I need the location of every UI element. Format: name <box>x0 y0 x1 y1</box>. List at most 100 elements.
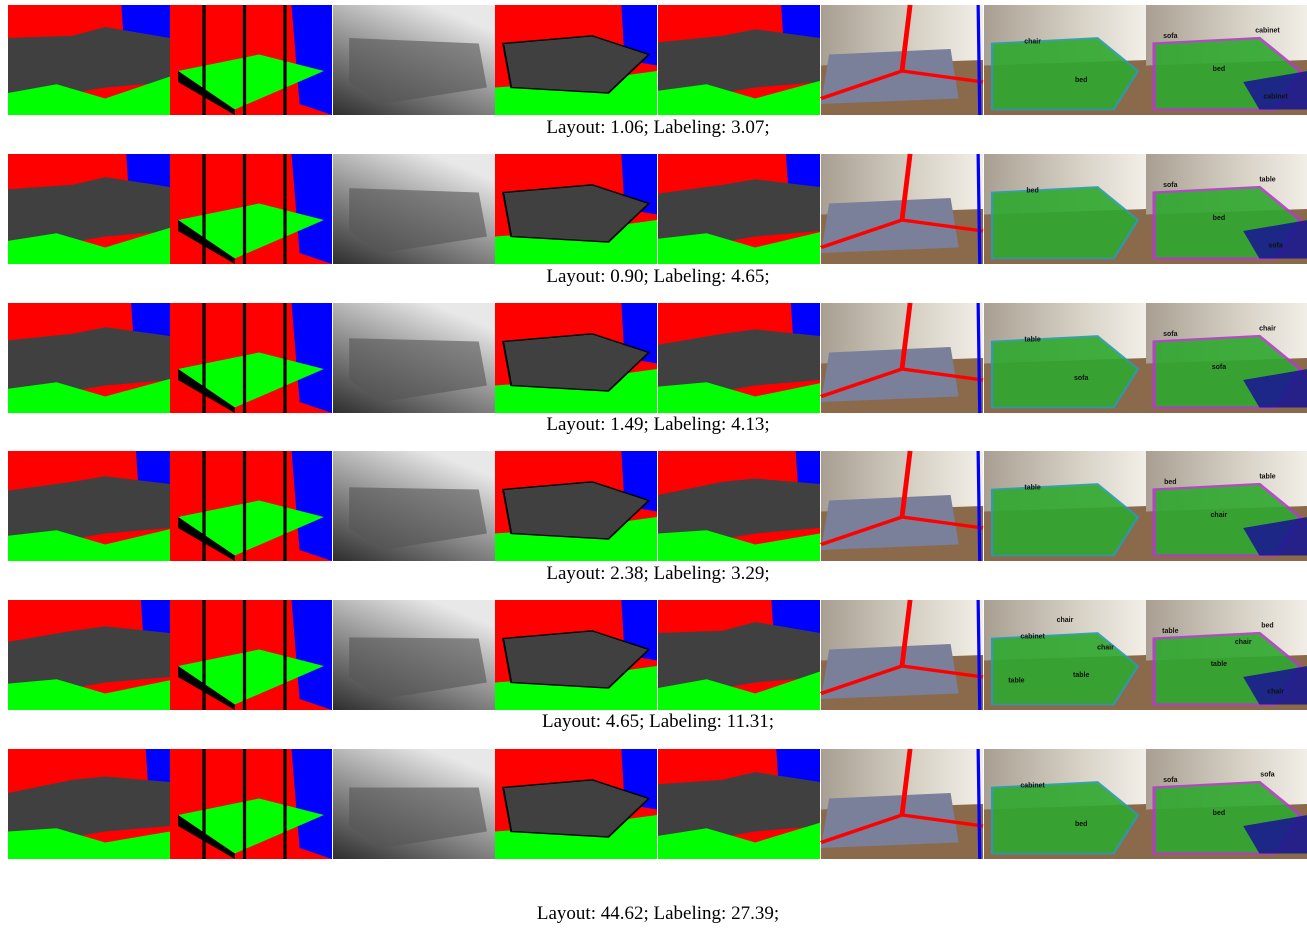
region <box>502 779 651 838</box>
image-panel <box>495 154 657 264</box>
region <box>990 781 1140 855</box>
region <box>283 749 287 859</box>
image-panel <box>170 154 332 264</box>
region <box>178 666 235 710</box>
region <box>291 451 332 561</box>
layout-line <box>976 302 982 414</box>
region <box>291 749 332 859</box>
image-panel <box>8 5 170 115</box>
region <box>502 333 651 392</box>
image-panel <box>819 450 984 562</box>
image-panel <box>1146 154 1307 265</box>
region <box>1243 71 1307 110</box>
label: cabinet <box>1020 783 1045 790</box>
region <box>8 828 170 859</box>
region <box>8 327 170 402</box>
region <box>202 5 206 115</box>
image-panel <box>495 5 657 115</box>
region <box>178 649 324 705</box>
region <box>1243 369 1307 408</box>
caption: Layout: 1.49; Labeling: 4.13; <box>546 414 769 435</box>
image-panel <box>8 749 170 859</box>
region <box>990 483 1140 557</box>
image-panel <box>170 451 332 561</box>
region <box>349 787 487 848</box>
image-panel <box>819 302 984 414</box>
region <box>349 637 487 699</box>
region <box>242 303 247 413</box>
layout-line <box>899 599 913 667</box>
label: table <box>1211 661 1227 668</box>
region <box>502 630 651 689</box>
region <box>178 369 235 413</box>
region <box>178 71 235 115</box>
region <box>178 203 324 259</box>
region <box>202 451 206 561</box>
image-panel <box>333 600 495 710</box>
region <box>8 227 170 264</box>
region <box>178 500 324 556</box>
label: chair <box>1235 639 1252 646</box>
region <box>291 154 332 264</box>
region <box>242 5 247 115</box>
region <box>8 378 170 413</box>
region <box>242 451 247 561</box>
region <box>8 529 170 561</box>
image-panel <box>658 154 820 264</box>
label: bed <box>1075 821 1087 828</box>
label: sofa <box>1212 364 1227 371</box>
label: sofa <box>1163 33 1178 40</box>
label: sofa <box>1268 243 1283 250</box>
layout-line <box>976 450 982 562</box>
region <box>178 54 324 110</box>
region <box>1243 666 1307 705</box>
region <box>178 815 235 859</box>
image-panel <box>8 600 170 710</box>
region <box>242 154 247 264</box>
caption: Layout: 0.90; Labeling: 4.65; <box>546 266 769 287</box>
image-panel <box>1146 5 1307 116</box>
region <box>283 600 287 710</box>
label: chair <box>1024 39 1041 46</box>
layout-line <box>976 748 982 860</box>
caption: Layout: 1.06; Labeling: 3.07; <box>546 117 769 138</box>
image-panel <box>984 303 1146 413</box>
region <box>349 188 487 253</box>
region <box>291 600 332 710</box>
label: table <box>1024 337 1040 344</box>
image-panel <box>984 749 1146 859</box>
label: bed <box>1213 66 1225 73</box>
image-panel <box>658 749 820 859</box>
image-panel <box>658 303 820 413</box>
image-panel <box>1146 303 1307 414</box>
image-panel <box>819 599 984 711</box>
region <box>658 80 820 115</box>
label: sofa <box>1074 375 1089 382</box>
label: bed <box>1075 77 1087 84</box>
region <box>291 303 332 413</box>
region <box>202 600 206 710</box>
image-panel <box>170 600 332 710</box>
region <box>283 303 287 413</box>
image-panel <box>819 748 984 860</box>
label: sofa <box>1260 772 1275 779</box>
label: sofa <box>1163 182 1178 189</box>
image-panel <box>819 153 984 265</box>
label: bed <box>1164 479 1176 486</box>
region <box>202 749 206 859</box>
region <box>502 184 651 243</box>
region <box>502 35 651 94</box>
image-panel <box>984 5 1146 115</box>
region <box>8 27 170 104</box>
image-panel <box>658 451 820 561</box>
layout-line <box>899 748 913 816</box>
region <box>658 772 820 848</box>
image-panel <box>170 5 332 115</box>
image-panel <box>8 154 170 264</box>
region <box>8 679 170 710</box>
image-panel <box>8 451 170 561</box>
label: table <box>1259 474 1275 481</box>
region <box>242 600 247 710</box>
region <box>1243 220 1307 259</box>
